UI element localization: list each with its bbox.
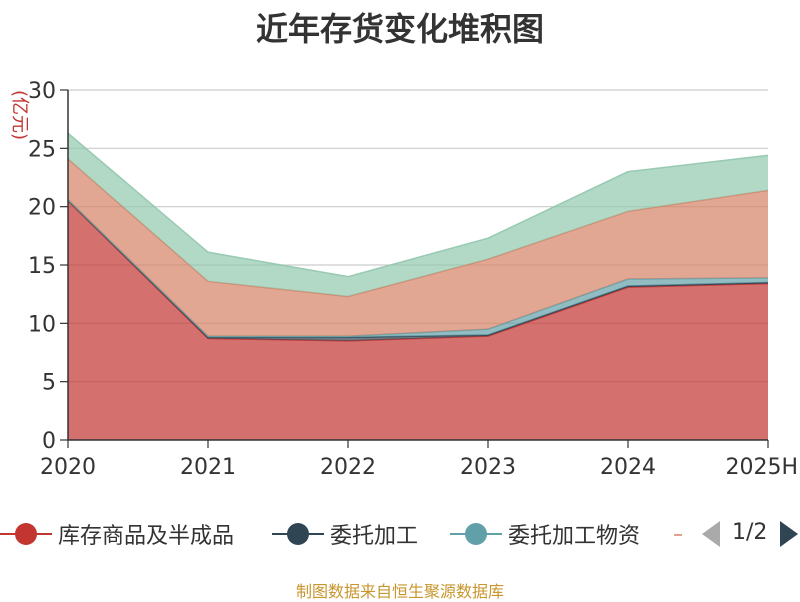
y-tick-label: 30 bbox=[28, 79, 56, 104]
legend-item-inventory-goods[interactable]: 库存商品及半成品 bbox=[0, 514, 234, 554]
legend: 库存商品及半成品 委托加工 委托加工物资 1/2 bbox=[0, 514, 800, 554]
chart-title: 近年存货变化堆积图 bbox=[255, 10, 544, 48]
x-tick-label: 2024 bbox=[600, 455, 656, 480]
x-tick-label: 2020 bbox=[40, 455, 96, 480]
legend-page-indicator: 1/2 bbox=[732, 520, 768, 545]
legend-label: 委托加工物资 bbox=[508, 524, 641, 549]
legend-label: 委托加工 bbox=[330, 524, 419, 549]
legend-next-page-icon[interactable] bbox=[778, 519, 800, 549]
area-series-layer bbox=[67, 132, 769, 440]
x-tick-label: 2025H bbox=[725, 455, 798, 480]
axes bbox=[60, 89, 769, 448]
y-tick-label: 25 bbox=[28, 137, 56, 162]
legend-overflow-marker bbox=[674, 534, 682, 536]
area-series-3[interactable] bbox=[68, 158, 768, 337]
legend-item-consigned-materials[interactable]: 委托加工物资 bbox=[450, 514, 640, 554]
y-tick-label: 20 bbox=[28, 196, 56, 221]
y-tick-label: 15 bbox=[28, 254, 56, 279]
legend-marker-icon bbox=[272, 523, 324, 545]
legend-marker-icon bbox=[0, 523, 52, 545]
legend-label: 库存商品及半成品 bbox=[58, 524, 235, 549]
y-axis-label: (亿元) bbox=[9, 90, 30, 140]
y-tick-label: 10 bbox=[28, 312, 56, 337]
x-tick-label: 2022 bbox=[320, 455, 376, 480]
tick-labels: 0 5 10 15 20 25 30 2020 2021 2022 2023 2024 2025H bbox=[28, 79, 798, 480]
legend-item-consigned-processing[interactable]: 委托加工 bbox=[272, 514, 418, 554]
source-note: 制图数据来自恒生聚源数据库 bbox=[295, 582, 504, 601]
y-tick-label: 5 bbox=[42, 371, 56, 396]
x-tick-label: 2023 bbox=[460, 455, 516, 480]
legend-prev-page-icon[interactable] bbox=[700, 519, 722, 549]
area-series-4[interactable] bbox=[68, 133, 768, 297]
x-tick-label: 2021 bbox=[180, 455, 236, 480]
y-tick-label: 0 bbox=[42, 429, 56, 454]
legend-marker-icon bbox=[450, 523, 502, 545]
area-series-0[interactable] bbox=[68, 200, 768, 440]
series-line-4 bbox=[67, 132, 769, 278]
